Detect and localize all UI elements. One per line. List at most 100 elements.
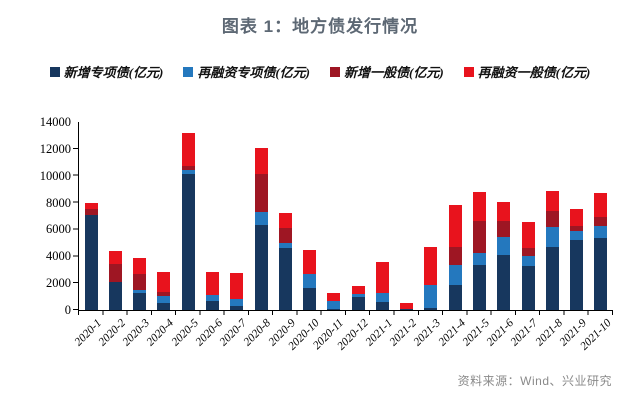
bar-segment [497, 254, 511, 310]
bar-2020-1 [84, 203, 98, 310]
legend-item-2: 新增一般债(亿元) [330, 62, 444, 81]
bar-2021-7 [521, 222, 535, 310]
legend-item-0: 新增专项债(亿元) [49, 62, 163, 81]
bar-2020-4 [157, 271, 171, 310]
bar-segment [545, 210, 559, 227]
bar-segment [570, 209, 584, 227]
bar-segment [206, 294, 219, 301]
legend-item-3: 再融资一般债(亿元) [463, 62, 591, 81]
bar-segment [327, 292, 341, 302]
bar-2021-1 [375, 261, 389, 310]
bar-segment [473, 191, 486, 221]
bar-2020-11 [327, 292, 341, 310]
legend-swatch-icon [330, 66, 340, 77]
legend-label: 新增一般债(亿元) [344, 65, 444, 80]
bar-segment [400, 302, 414, 309]
bar-segment [545, 226, 559, 247]
bar-2020-7 [230, 273, 244, 310]
bar-segment [375, 261, 389, 293]
bar-segment [497, 201, 511, 221]
legend-swatch-icon [183, 66, 194, 77]
bar-2020-2 [108, 250, 122, 310]
bar-2021-10 [594, 193, 608, 310]
bar-2021-3 [424, 246, 438, 310]
bar-segment [473, 252, 486, 266]
bar-segment [327, 301, 341, 309]
y-axis-label: 12000 [39, 141, 71, 156]
bar-segment [254, 174, 268, 212]
x-axis-ticks [78, 311, 613, 315]
bar-segment [497, 220, 511, 237]
x-axis-label: 2021-8 [533, 317, 565, 349]
bar-segment [521, 265, 535, 310]
bar-segment [230, 273, 244, 299]
bar-segment [84, 203, 98, 209]
bar-segment [570, 240, 584, 310]
bar-segment [181, 132, 195, 167]
bar-2020-3 [133, 257, 147, 310]
bar-segment [570, 230, 584, 241]
bar-segment [303, 273, 317, 288]
bar-2020-8 [254, 147, 268, 310]
bar-2020-6 [206, 271, 219, 310]
bar-segment [133, 289, 147, 293]
bar-segment [157, 271, 171, 292]
legend-swatch-icon [49, 66, 60, 77]
bar-segment [521, 256, 535, 266]
bar-segment [400, 308, 414, 310]
bar-segment [157, 295, 171, 304]
bar-2020-9 [278, 212, 292, 310]
bar-segment [84, 215, 98, 310]
bar-segment [303, 287, 317, 310]
chart-legend: 新增专项债(亿元) 再融资专项债(亿元) 新增一般债(亿元) 再融资一般债(亿元) [0, 62, 640, 81]
bar-2021-6 [497, 201, 511, 310]
bar-2020-12 [351, 285, 365, 310]
bar-segment [424, 246, 438, 285]
bar-segment [351, 285, 365, 294]
bar-segment [594, 226, 608, 239]
bar-segment [351, 297, 365, 310]
bar-segment [278, 248, 292, 310]
bar-segment [133, 257, 147, 274]
bar-segment [278, 212, 292, 229]
bar-segment [84, 208, 98, 216]
legend-label: 再融资一般债(亿元) [477, 65, 591, 80]
bar-segment [254, 211, 268, 226]
bar-segment [424, 308, 438, 310]
bar-segment [594, 238, 608, 310]
y-axis-label: 2000 [46, 276, 71, 291]
bar-segment [594, 193, 608, 218]
bar-segment [181, 166, 195, 171]
bar-segment [521, 222, 535, 248]
chart-title: 图表 1：地方债发行情况 [221, 17, 419, 36]
bar-segment [206, 300, 219, 310]
bar-segment [108, 264, 122, 282]
bar-segment [375, 301, 389, 310]
bar-segment [375, 292, 389, 302]
y-axis-label: 8000 [46, 195, 71, 210]
bar-2021-8 [545, 190, 559, 310]
bar-segment [545, 190, 559, 211]
bar-segment [473, 220, 486, 253]
bar-segment [206, 271, 219, 295]
bar-segment [448, 265, 462, 286]
bar-segment [448, 204, 462, 247]
bar-2021-9 [570, 209, 584, 310]
bar-segment [448, 285, 462, 310]
bar-segment [303, 249, 317, 274]
legend-label: 再融资专项债(亿元) [197, 65, 310, 80]
bar-segment [570, 226, 584, 231]
x-axis-label: 2020-1 [72, 317, 104, 349]
bar-segment [545, 246, 559, 310]
bar-segment [497, 236, 511, 255]
bar-2020-5 [181, 132, 195, 310]
bar-segment [157, 291, 171, 296]
bar-segment [108, 281, 122, 310]
bar-segment [254, 225, 268, 310]
bar-segment [230, 298, 244, 306]
y-axis-ticks [73, 122, 78, 310]
y-axis-label: 14000 [39, 115, 71, 129]
bar-segment [327, 308, 341, 310]
bar-segment [133, 273, 147, 290]
source-note: 资料来源：Wind、兴业研究 [457, 374, 612, 388]
